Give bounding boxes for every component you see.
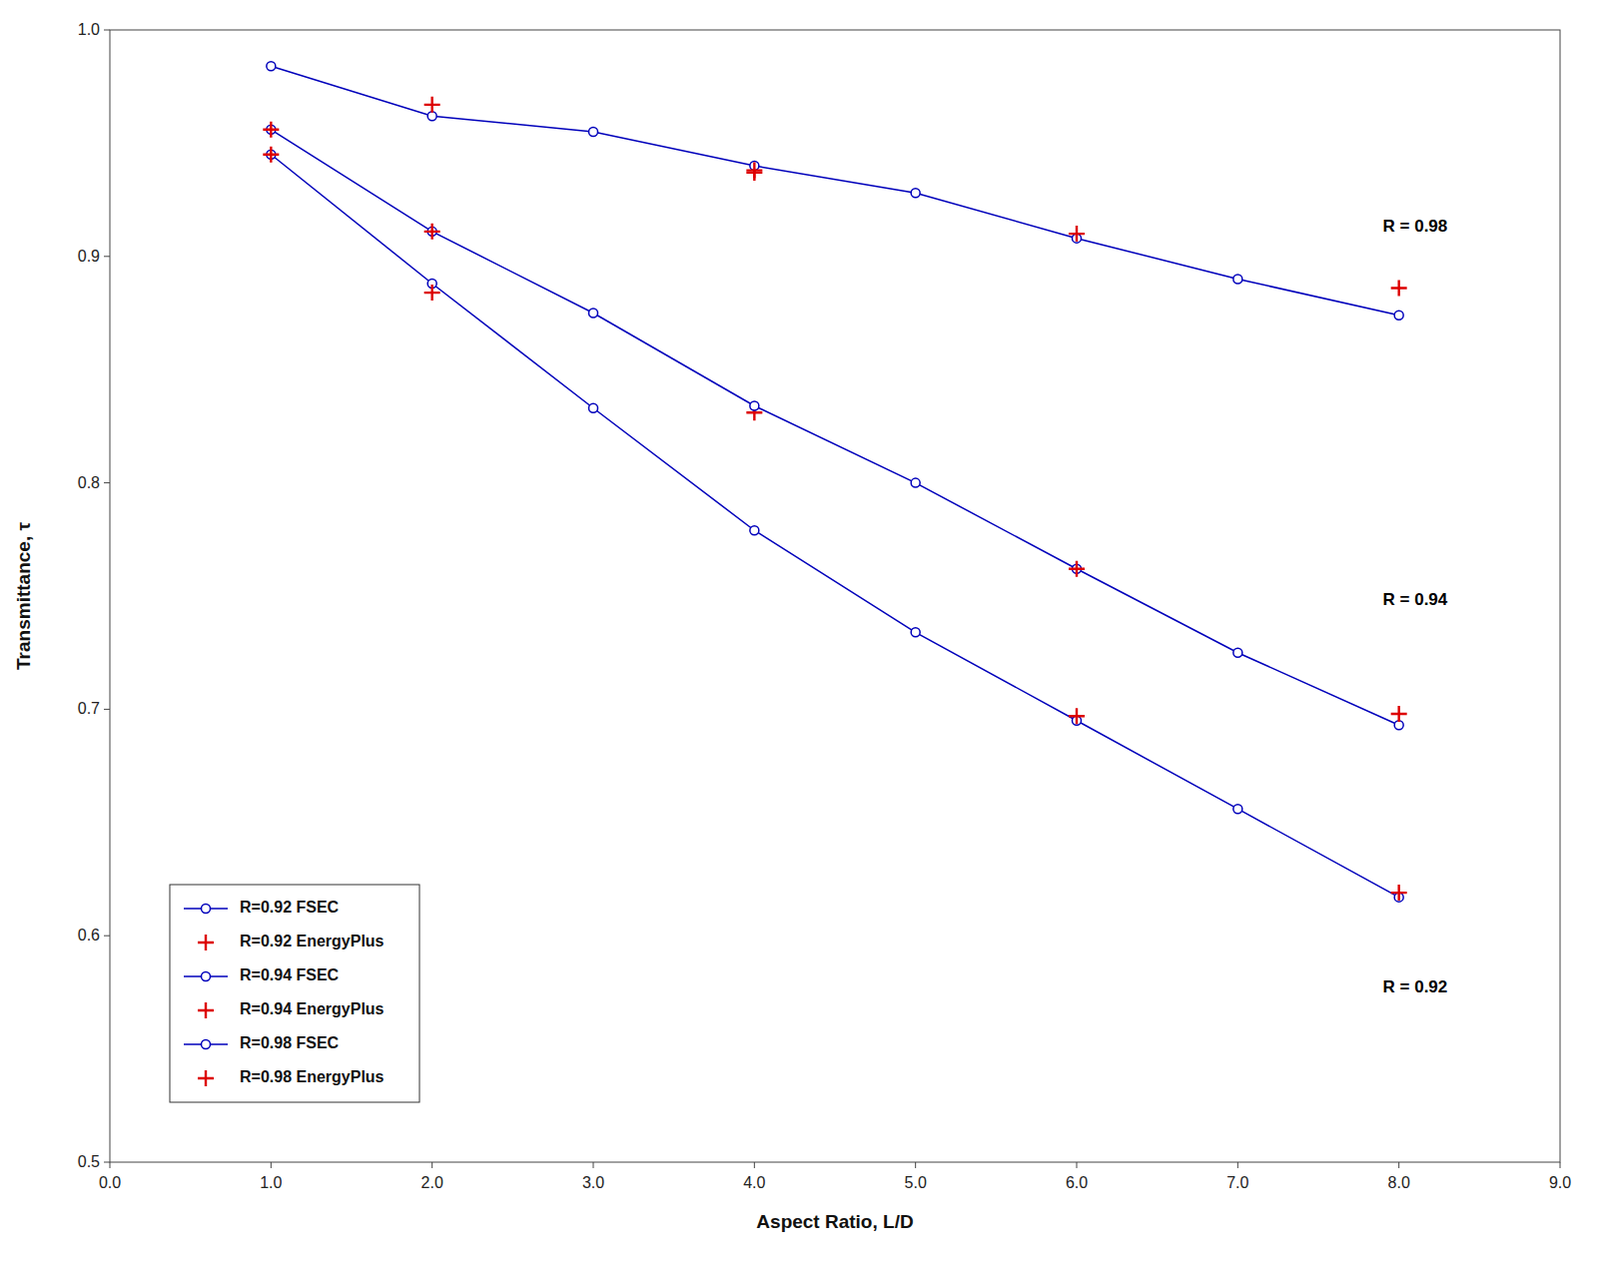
data-point (1233, 648, 1243, 658)
y-tick-label: 0.6 (77, 926, 100, 944)
data-point (424, 284, 441, 301)
x-tick (1237, 1162, 1239, 1169)
legend-symbol (201, 972, 211, 982)
x-axis-label: Aspect Ratio, L/D (756, 1211, 913, 1233)
y-tick (103, 482, 110, 484)
data-point (424, 96, 441, 113)
x-tick-label: 4.0 (743, 1174, 766, 1192)
x-tick (914, 1162, 916, 1169)
y-tick (103, 29, 110, 31)
y-tick-label: 0.9 (77, 247, 100, 265)
y-axis-label: Transmittance, τ (12, 522, 34, 671)
x-tick (109, 1162, 111, 1169)
data-point (262, 146, 279, 163)
legend-symbol (197, 934, 214, 951)
y-tick-label: 0.7 (77, 700, 100, 718)
data-point (746, 162, 763, 179)
x-tick-label: 8.0 (1388, 1174, 1411, 1192)
data-point (1068, 561, 1085, 578)
plot-frame (109, 29, 1561, 1163)
legend-label: R=0.92 EnergyPlus (239, 932, 385, 950)
data-point (1233, 274, 1243, 284)
data-point (1394, 721, 1404, 731)
x-tick-label: 9.0 (1549, 1174, 1572, 1192)
legend-box (169, 884, 420, 1103)
data-point (1068, 708, 1085, 725)
data-point (589, 127, 599, 137)
legend-label: R=0.98 EnergyPlus (239, 1068, 385, 1086)
series (262, 146, 1407, 901)
series (262, 121, 1407, 723)
series (266, 124, 1404, 730)
series-line (270, 129, 1399, 726)
x-tick-label: 1.0 (259, 1174, 282, 1192)
x-tick (1398, 1162, 1400, 1169)
y-tick (103, 935, 110, 937)
x-tick (1560, 1162, 1562, 1169)
data-point (1391, 884, 1408, 901)
legend-symbol (197, 1070, 214, 1087)
data-point (910, 628, 920, 638)
series-line (270, 154, 1399, 898)
series (266, 61, 1404, 320)
legend: R=0.92 FSEC R=0.92 EnergyPlus R=0.94 FSEC R… (169, 884, 420, 1103)
y-tick-label: 0.8 (77, 474, 100, 492)
x-tick (270, 1162, 272, 1169)
annotation: R = 0.92 (1383, 977, 1449, 997)
legend-label: R=0.94 EnergyPlus (239, 1000, 385, 1018)
legend-label: R=0.92 FSEC (239, 898, 340, 916)
legend-label: R=0.94 FSEC (239, 966, 340, 984)
legend-symbol (201, 904, 211, 914)
data-point (1233, 804, 1243, 814)
data-point (1068, 225, 1085, 242)
annotation: R = 0.98 (1383, 216, 1449, 236)
series (266, 149, 1404, 902)
x-tick (431, 1162, 433, 1169)
x-tick-label: 0.0 (98, 1174, 121, 1192)
y-tick (103, 1162, 110, 1164)
annotation: R = 0.94 (1383, 590, 1449, 610)
data-point (750, 401, 760, 411)
series (424, 96, 1408, 297)
data-point (1391, 280, 1408, 297)
x-tick (754, 1162, 756, 1169)
data-point (1391, 706, 1408, 723)
data-point (910, 478, 920, 488)
data-point (266, 61, 276, 71)
y-tick-label: 0.5 (77, 1153, 100, 1171)
x-tick-label: 2.0 (421, 1174, 444, 1192)
data-point (1394, 310, 1404, 320)
plot-area (262, 61, 1407, 902)
data-point (427, 111, 437, 121)
data-point (910, 188, 920, 198)
x-tick (593, 1162, 595, 1169)
x-tick-label: 3.0 (582, 1174, 605, 1192)
page: {"chart_data": { "type": "line", "x_labe… (0, 0, 1600, 1262)
x-tick (1076, 1162, 1078, 1169)
legend-symbol (197, 1002, 214, 1019)
data-point (262, 121, 279, 138)
chart: 0.0 1.0 2.0 3.0 4.0 5.0 6.0 7.0 8.0 9.0 0.5 0.6 0.7 0… (0, 0, 1600, 1262)
legend-symbol (201, 1040, 211, 1050)
data-point (424, 223, 441, 240)
data-point (589, 308, 599, 318)
x-tick-label: 7.0 (1226, 1174, 1249, 1192)
y-tick (103, 709, 110, 711)
data-point (589, 403, 599, 413)
x-tick-label: 5.0 (904, 1174, 927, 1192)
series-line (270, 65, 1399, 315)
x-tick-label: 6.0 (1065, 1174, 1088, 1192)
data-point (750, 526, 760, 536)
y-tick-label: 1.0 (77, 20, 100, 38)
y-tick (103, 255, 110, 257)
legend-label: R=0.98 FSEC (239, 1034, 340, 1052)
